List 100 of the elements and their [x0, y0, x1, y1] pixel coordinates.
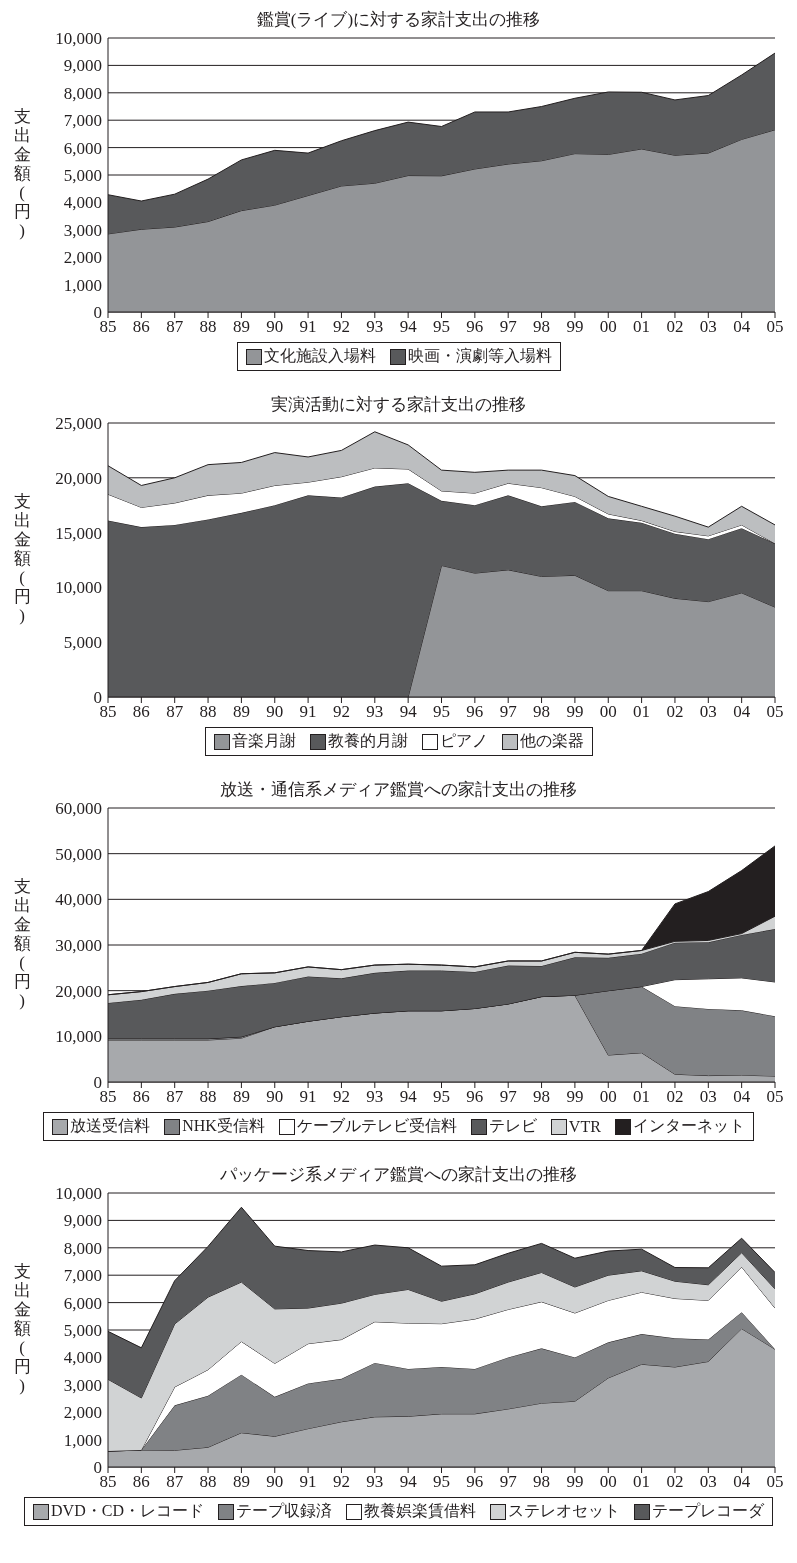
y-tick-label: 7,000	[63, 111, 102, 131]
legend-label: ケーブルテレビ受信料	[295, 1116, 457, 1136]
x-tick-label: 87	[166, 1472, 184, 1492]
x-tick-label: 93	[366, 702, 384, 722]
x-tick-label: 98	[533, 1087, 551, 1107]
x-tick-label: 02	[666, 1472, 684, 1492]
y-tick-label: 3,000	[63, 1375, 102, 1395]
x-tick-label: 00	[599, 1472, 617, 1492]
x-tick-label: 85	[99, 1087, 117, 1107]
x-tick-label: 88	[199, 1472, 217, 1492]
x-tick-label: 95	[433, 317, 450, 337]
legend-label: 音楽月謝	[230, 731, 296, 751]
x-tick-label: 98	[533, 1472, 551, 1492]
y-tick-label: 5,000	[63, 166, 102, 186]
x-tick-label: 99	[566, 317, 584, 337]
x-tick-label: 05	[766, 702, 784, 722]
y-tick-label: 1,000	[63, 1430, 102, 1450]
x-tick-label: 05	[766, 1472, 784, 1492]
x-tick-label: 98	[533, 317, 551, 337]
x-tick-label: 01	[633, 702, 651, 722]
y-tick-label: 7,000	[63, 1266, 102, 1286]
legend-label: DVD・CD・レコード	[50, 1501, 204, 1521]
legend-label: 教養娯楽賃借料	[362, 1501, 476, 1521]
x-tick-label: 90	[266, 317, 284, 337]
x-tick-label: 97	[499, 317, 518, 337]
chart-title: 鑑賞(ライブ)に対する家計支出の推移	[255, 9, 542, 30]
x-tick-label: 97	[499, 1087, 518, 1107]
y-tick-label: 6,000	[63, 1293, 102, 1313]
x-tick-label: 90	[266, 702, 284, 722]
legend-label: ステレオセット	[506, 1501, 620, 1521]
x-tick-label: 93	[366, 1087, 384, 1107]
x-tick-label: 94	[399, 1472, 418, 1492]
x-tick-label: 04	[733, 1472, 751, 1492]
x-tick-label: 01	[633, 317, 651, 337]
x-tick-label: 92	[332, 317, 350, 337]
y-tick-label: 15,000	[55, 523, 102, 543]
y-tick-label: 10,000	[55, 578, 102, 598]
x-tick-label: 04	[733, 702, 751, 722]
x-tick-label: 03	[699, 702, 717, 722]
x-tick-label: 97	[499, 1472, 518, 1492]
y-axis-title: 支出金額(円)	[13, 876, 31, 1010]
x-tick-label: 89	[232, 1087, 250, 1107]
x-tick-label: 88	[199, 1087, 217, 1107]
x-tick-label: 03	[699, 1472, 717, 1492]
y-tick-label: 4,000	[63, 193, 102, 213]
x-tick-label: 96	[466, 317, 484, 337]
legend-label: テレビ	[487, 1116, 537, 1136]
y-axis-title: 支出金額(円)	[13, 106, 31, 240]
y-tick-label: 5,000	[63, 1321, 102, 1341]
y-tick-label: 50,000	[55, 844, 102, 864]
y-tick-label: 2,000	[63, 1403, 102, 1423]
x-tick-label: 01	[633, 1087, 651, 1107]
x-tick-label: 91	[299, 317, 317, 337]
y-tick-label: 20,000	[55, 981, 102, 1001]
x-tick-label: 02	[666, 702, 684, 722]
x-tick-label: 94	[399, 1087, 418, 1107]
y-tick-label: 5,000	[63, 633, 102, 653]
legend-label: 他の楽器	[518, 731, 584, 751]
x-tick-label: 97	[499, 702, 518, 722]
x-tick-label: 89	[232, 1472, 250, 1492]
legend-label: 放送受信料	[69, 1116, 151, 1136]
x-tick-label: 86	[132, 1472, 150, 1492]
x-tick-label: 95	[433, 1087, 450, 1107]
x-tick-label: 85	[99, 317, 117, 337]
x-tick-label: 89	[232, 317, 250, 337]
legend-label: テープ収録済	[234, 1501, 332, 1521]
y-tick-label: 10,000	[55, 1184, 102, 1204]
legend-label: NHK受信料	[181, 1116, 265, 1136]
x-tick-label: 98	[533, 702, 551, 722]
y-tick-label: 3,000	[63, 220, 102, 240]
x-tick-label: 86	[132, 702, 150, 722]
chart-title: パッケージ系メディア鑑賞への家計支出の推移	[219, 1164, 578, 1185]
x-tick-label: 03	[699, 317, 717, 337]
y-tick-label: 10,000	[55, 29, 102, 49]
x-tick-label: 93	[366, 317, 384, 337]
x-tick-label: 88	[199, 702, 217, 722]
legend-label: VTR	[567, 1116, 601, 1137]
x-tick-label: 96	[466, 702, 484, 722]
y-tick-label: 20,000	[55, 468, 102, 488]
y-tick-label: 9,000	[63, 1211, 102, 1231]
y-tick-label: 6,000	[63, 138, 102, 158]
x-tick-label: 91	[299, 1087, 317, 1107]
x-tick-label: 95	[433, 1472, 450, 1492]
x-tick-label: 00	[599, 702, 617, 722]
chart-title: 実演活動に対する家計支出の推移	[270, 394, 527, 415]
x-tick-label: 87	[166, 702, 184, 722]
y-tick-label: 10,000	[55, 1027, 102, 1047]
y-axis-title: 支出金額(円)	[13, 491, 31, 625]
x-tick-label: 03	[699, 1087, 717, 1107]
x-tick-label: 88	[199, 317, 217, 337]
chart-title: 放送・通信系メディア鑑賞への家計支出の推移	[219, 779, 578, 800]
x-tick-label: 02	[666, 1087, 684, 1107]
legend-label: ピアノ	[438, 731, 488, 751]
x-tick-label: 00	[599, 1087, 617, 1107]
y-tick-label: 8,000	[63, 1238, 102, 1258]
y-tick-label: 8,000	[63, 83, 102, 103]
x-tick-label: 99	[566, 1087, 584, 1107]
y-tick-label: 9,000	[63, 56, 102, 76]
legend-label: 映画・演劇等入場料	[406, 346, 552, 366]
y-tick-label: 1,000	[63, 275, 102, 295]
